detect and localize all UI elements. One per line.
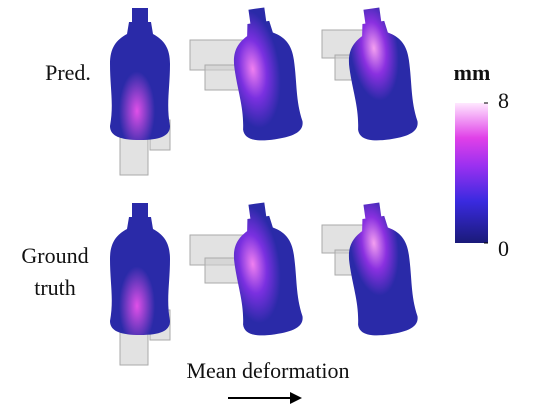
tick-label: 8 bbox=[498, 88, 509, 113]
arrow bbox=[228, 392, 302, 404]
colorbar bbox=[455, 103, 488, 243]
row-label: truth bbox=[34, 275, 76, 300]
bottles bbox=[110, 4, 420, 339]
caption: Mean deformation bbox=[186, 358, 349, 383]
colorbar-unit: mm bbox=[454, 60, 491, 85]
row-label: Ground bbox=[21, 243, 88, 268]
tick-label: 0 bbox=[498, 236, 509, 261]
row-label: Pred. bbox=[45, 60, 91, 85]
colorbar-ticks: 08 bbox=[484, 88, 509, 261]
